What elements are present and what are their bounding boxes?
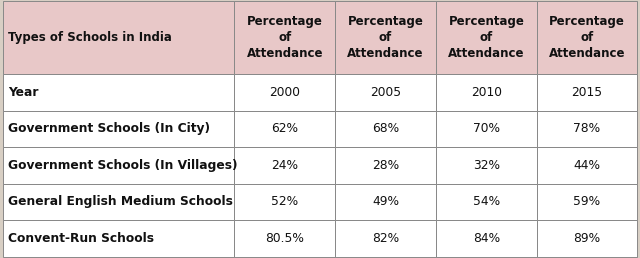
Text: 28%: 28% [372,159,399,172]
Bar [436,74,537,111]
Bar [234,220,335,257]
Text: 62%: 62% [271,122,298,135]
Bar [537,74,637,111]
Bar [537,147,637,184]
Bar [335,74,436,111]
Bar [335,184,436,220]
Text: 52%: 52% [271,195,298,208]
Text: 70%: 70% [473,122,500,135]
Text: 59%: 59% [573,195,600,208]
Text: 2015: 2015 [571,86,602,99]
Text: Percentage
of
Attendance: Percentage of Attendance [548,15,625,60]
Bar [3,184,234,220]
Bar [335,147,436,184]
Text: Percentage
of
Attendance: Percentage of Attendance [348,15,424,60]
Bar [3,1,234,74]
Text: Government Schools (In City): Government Schools (In City) [8,122,211,135]
Bar [3,74,234,111]
Bar [3,111,234,147]
Text: 89%: 89% [573,232,600,245]
Bar [436,111,537,147]
Bar [537,111,637,147]
Bar [436,1,537,74]
Text: Year: Year [8,86,39,99]
Text: 2000: 2000 [269,86,300,99]
Text: 2010: 2010 [471,86,502,99]
Text: 2005: 2005 [370,86,401,99]
Text: Percentage
of
Attendance: Percentage of Attendance [448,15,525,60]
Bar [335,111,436,147]
Text: 80.5%: 80.5% [266,232,304,245]
Bar [234,147,335,184]
Text: 49%: 49% [372,195,399,208]
Text: 84%: 84% [473,232,500,245]
Bar [436,147,537,184]
Text: Percentage
of
Attendance: Percentage of Attendance [246,15,323,60]
Text: 78%: 78% [573,122,600,135]
Bar [537,184,637,220]
Bar [537,220,637,257]
Bar [436,184,537,220]
Bar [234,184,335,220]
Text: 54%: 54% [473,195,500,208]
Bar [3,220,234,257]
Bar [3,147,234,184]
Bar [234,74,335,111]
Text: 68%: 68% [372,122,399,135]
Text: 32%: 32% [473,159,500,172]
Text: Convent-Run Schools: Convent-Run Schools [8,232,154,245]
Text: 82%: 82% [372,232,399,245]
Text: Government Schools (In Villages): Government Schools (In Villages) [8,159,238,172]
Bar [537,1,637,74]
Bar [234,111,335,147]
Text: 44%: 44% [573,159,600,172]
Bar [234,1,335,74]
Bar [436,220,537,257]
Text: 24%: 24% [271,159,298,172]
Bar [335,1,436,74]
Bar [335,220,436,257]
Text: General English Medium Schools: General English Medium Schools [8,195,233,208]
Text: Types of Schools in India: Types of Schools in India [8,31,172,44]
